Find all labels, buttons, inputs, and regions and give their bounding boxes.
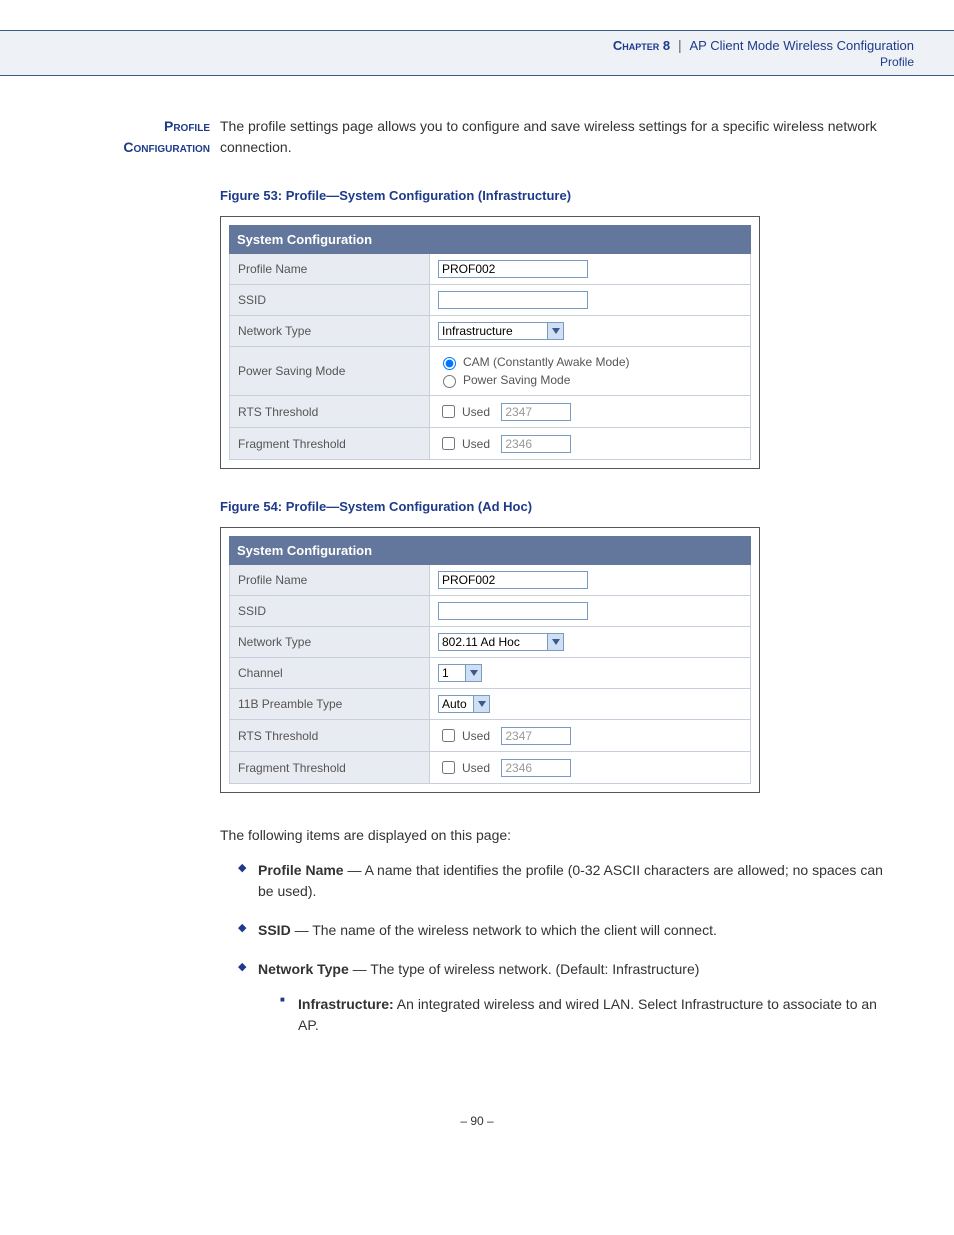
figure54-caption: Figure 54: Profile—System Configuration … — [220, 497, 894, 517]
side-label-line2: Configuration — [123, 139, 210, 155]
preamble-select[interactable] — [438, 695, 474, 713]
item-desc: — The type of wireless network. (Default… — [349, 961, 700, 977]
list-item: Network Type — The type of wireless netw… — [238, 959, 894, 1036]
section-side-label: Profile Configuration — [60, 116, 210, 1054]
page-header: Chapter 8 | AP Client Mode Wireless Conf… — [0, 30, 954, 76]
page-number: – 90 – — [0, 1114, 954, 1168]
chapter-label: Chapter 8 — [613, 38, 670, 53]
figure53-panel: System Configuration Profile Name SSID — [220, 216, 760, 470]
figure53-caption: Figure 53: Profile—System Configuration … — [220, 186, 894, 206]
powersave-radio-label: Power Saving Mode — [463, 371, 570, 389]
item-term: SSID — [258, 922, 291, 938]
table-row: Fragment Threshold Used — [230, 752, 751, 784]
rts-label: RTS Threshold — [230, 396, 430, 428]
chevron-down-icon[interactable] — [548, 322, 564, 340]
figure54-panel-title: System Configuration — [229, 536, 751, 566]
rts-used-label-2: Used — [462, 727, 490, 745]
subitem-term: Infrastructure: — [298, 996, 394, 1012]
rts-used-checkbox-2[interactable] — [442, 729, 455, 742]
table-row: RTS Threshold Used — [230, 396, 751, 428]
list-item: Infrastructure: An integrated wireless a… — [280, 994, 894, 1036]
table-row: 11B Preamble Type — [230, 689, 751, 720]
frag-value-input[interactable] — [501, 435, 571, 453]
chapter-title: AP Client Mode Wireless Configuration — [690, 38, 914, 53]
table-row: SSID — [230, 596, 751, 627]
figure54-table: Profile Name SSID Network Type — [229, 565, 751, 784]
frag-value-input-2[interactable] — [501, 759, 571, 777]
side-label-line1: Profile — [164, 118, 210, 134]
network-type-label-2: Network Type — [230, 627, 430, 658]
items-intro: The following items are displayed on thi… — [220, 825, 894, 846]
table-row: Power Saving Mode CAM (Constantly Awake … — [230, 347, 751, 396]
ssid-label: SSID — [230, 285, 430, 316]
network-type-select[interactable] — [438, 322, 548, 340]
channel-label: Channel — [230, 658, 430, 689]
frag-used-label: Used — [462, 435, 490, 453]
figure53-table: Profile Name SSID Network Type — [229, 254, 751, 460]
powersave-radio[interactable] — [443, 375, 456, 388]
item-term: Profile Name — [258, 862, 344, 878]
power-mode-label: Power Saving Mode — [230, 347, 430, 396]
frag-label: Fragment Threshold — [230, 428, 430, 460]
table-row: Channel — [230, 658, 751, 689]
network-type-label: Network Type — [230, 316, 430, 347]
chevron-down-icon[interactable] — [466, 664, 482, 682]
figure53-panel-title: System Configuration — [229, 225, 751, 255]
chevron-down-icon[interactable] — [548, 633, 564, 651]
cam-radio-label: CAM (Constantly Awake Mode) — [463, 353, 630, 371]
chapter-subtitle: Profile — [0, 55, 914, 69]
rts-used-checkbox[interactable] — [442, 405, 455, 418]
item-term: Network Type — [258, 961, 349, 977]
item-desc: — A name that identifies the profile (0-… — [258, 862, 883, 899]
profile-name-label: Profile Name — [230, 254, 430, 285]
ssid-input[interactable] — [438, 291, 588, 309]
table-row: Profile Name — [230, 565, 751, 596]
table-row: SSID — [230, 285, 751, 316]
profile-name-input-2[interactable] — [438, 571, 588, 589]
frag-label-2: Fragment Threshold — [230, 752, 430, 784]
frag-used-checkbox-2[interactable] — [442, 761, 455, 774]
chevron-down-icon[interactable] — [474, 695, 490, 713]
table-row: Fragment Threshold Used — [230, 428, 751, 460]
table-row: Network Type — [230, 316, 751, 347]
list-item: Profile Name — A name that identifies th… — [238, 860, 894, 902]
profile-name-label-2: Profile Name — [230, 565, 430, 596]
profile-name-input[interactable] — [438, 260, 588, 278]
table-row: Profile Name — [230, 254, 751, 285]
table-row: RTS Threshold Used — [230, 720, 751, 752]
preamble-label: 11B Preamble Type — [230, 689, 430, 720]
ssid-input-2[interactable] — [438, 602, 588, 620]
channel-select[interactable] — [438, 664, 466, 682]
description-list: Profile Name — A name that identifies th… — [220, 860, 894, 1036]
section-intro: The profile settings page allows you to … — [220, 116, 894, 158]
cam-radio[interactable] — [443, 357, 456, 370]
sub-list: Infrastructure: An integrated wireless a… — [258, 994, 894, 1036]
list-item: SSID — The name of the wireless network … — [238, 920, 894, 941]
frag-used-label-2: Used — [462, 759, 490, 777]
rts-value-input[interactable] — [501, 403, 571, 421]
header-divider: | — [678, 37, 682, 53]
rts-value-input-2[interactable] — [501, 727, 571, 745]
rts-used-label: Used — [462, 403, 490, 421]
rts-label-2: RTS Threshold — [230, 720, 430, 752]
frag-used-checkbox[interactable] — [442, 437, 455, 450]
ssid-label-2: SSID — [230, 596, 430, 627]
table-row: Network Type — [230, 627, 751, 658]
network-type-select-2[interactable] — [438, 633, 548, 651]
item-desc: — The name of the wireless network to wh… — [291, 922, 717, 938]
figure54-panel: System Configuration Profile Name SSID — [220, 527, 760, 794]
